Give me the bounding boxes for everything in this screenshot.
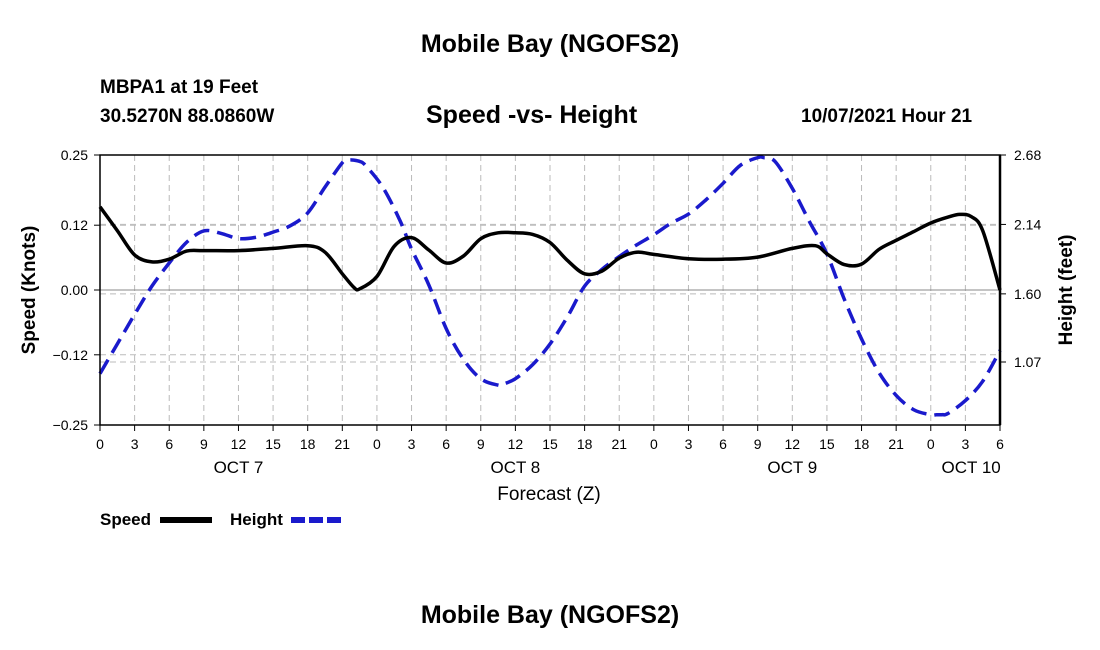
speed-series-line bbox=[98, 205, 1002, 292]
right-axis-tick-label: 1.07 bbox=[1014, 354, 1041, 370]
left-axis-tick-label: 0.25 bbox=[61, 147, 88, 163]
x-axis-tick-label: 9 bbox=[477, 436, 485, 452]
right-axis-tick-labels: 1.07 1.60 2.14 2.68 bbox=[1014, 147, 1041, 370]
tick-marks bbox=[94, 154, 1006, 431]
station-coordinates: 30.5270N 88.0860W bbox=[100, 106, 275, 127]
x-axis-date-label: OCT 7 bbox=[214, 458, 264, 477]
x-axis-tick-label: 3 bbox=[408, 436, 416, 452]
legend: Speed Height bbox=[100, 510, 343, 529]
right-axis-tick-label: 2.14 bbox=[1014, 216, 1041, 232]
x-axis-tick-label: 15 bbox=[542, 436, 558, 452]
x-axis-tick-label: 9 bbox=[200, 436, 208, 452]
x-axis-date-label: OCT 10 bbox=[942, 458, 1001, 477]
x-axis-tick-label: 0 bbox=[927, 436, 935, 452]
x-axis-tick-label: 3 bbox=[961, 436, 969, 452]
x-axis-tick-label: 12 bbox=[508, 436, 524, 452]
left-axis-tick-labels: −0.25 −0.12 0.00 0.12 0.25 bbox=[53, 147, 89, 433]
x-axis-tick-label: 12 bbox=[231, 436, 247, 452]
x-axis-tick-label: 3 bbox=[685, 436, 693, 452]
legend-height-label: Height bbox=[230, 510, 283, 529]
chart-subtitle: Speed -vs- Height bbox=[426, 101, 638, 129]
x-axis-tick-label: 0 bbox=[373, 436, 381, 452]
x-axis-tick-label: 3 bbox=[131, 436, 139, 452]
x-axis-label: Forecast (Z) bbox=[497, 484, 600, 505]
x-axis-tick-labels: 0 3 6 9 12 15 18 21 0 3 6 9 12 15 18 21 0 3 6 9 12 15 18 21 0 3 6 bbox=[96, 436, 1004, 452]
x-axis-tick-label: 18 bbox=[577, 436, 593, 452]
left-axis-label: Speed (Knots) bbox=[19, 226, 40, 355]
x-axis-date-label: OCT 9 bbox=[767, 458, 817, 477]
x-axis-tick-label: 21 bbox=[611, 436, 627, 452]
legend-speed-label: Speed bbox=[100, 510, 151, 529]
x-axis-date-label: OCT 8 bbox=[491, 458, 541, 477]
x-axis-tick-label: 12 bbox=[785, 436, 801, 452]
x-axis-tick-label: 9 bbox=[754, 436, 762, 452]
height-series-line bbox=[98, 155, 1002, 417]
x-axis-tick-label: 15 bbox=[265, 436, 281, 452]
x-axis-tick-label: 21 bbox=[335, 436, 351, 452]
x-axis-date-labels: OCT 7 OCT 8 OCT 9 OCT 10 bbox=[214, 458, 1001, 477]
forecast-timestamp: 10/07/2021 Hour 21 bbox=[801, 106, 973, 127]
right-axis-label: Height (feet) bbox=[1056, 235, 1077, 346]
x-axis-tick-label: 0 bbox=[96, 436, 104, 452]
page-title: Mobile Bay (NGOFS2) bbox=[420, 30, 680, 58]
left-axis-tick-label: 0.00 bbox=[61, 282, 88, 298]
x-axis-tick-label: 0 bbox=[650, 436, 658, 452]
x-axis-tick-label: 15 bbox=[819, 436, 835, 452]
station-label: MBPA1 at 19 Feet bbox=[100, 77, 259, 98]
footer-title: Mobile Bay (NGOFS2) bbox=[420, 601, 680, 629]
x-axis-tick-label: 18 bbox=[854, 436, 870, 452]
x-axis-tick-label: 6 bbox=[719, 436, 727, 452]
right-axis-tick-label: 1.60 bbox=[1014, 286, 1041, 302]
x-axis-tick-label: 6 bbox=[996, 436, 1004, 452]
left-axis-tick-label: −0.25 bbox=[53, 417, 89, 433]
x-axis-tick-label: 6 bbox=[165, 436, 173, 452]
x-axis-tick-label: 18 bbox=[300, 436, 316, 452]
right-axis-tick-label: 2.68 bbox=[1014, 147, 1041, 163]
left-axis-tick-label: −0.12 bbox=[53, 347, 89, 363]
x-axis-tick-label: 21 bbox=[888, 436, 904, 452]
left-axis-tick-label: 0.12 bbox=[61, 217, 88, 233]
x-axis-tick-label: 6 bbox=[442, 436, 450, 452]
